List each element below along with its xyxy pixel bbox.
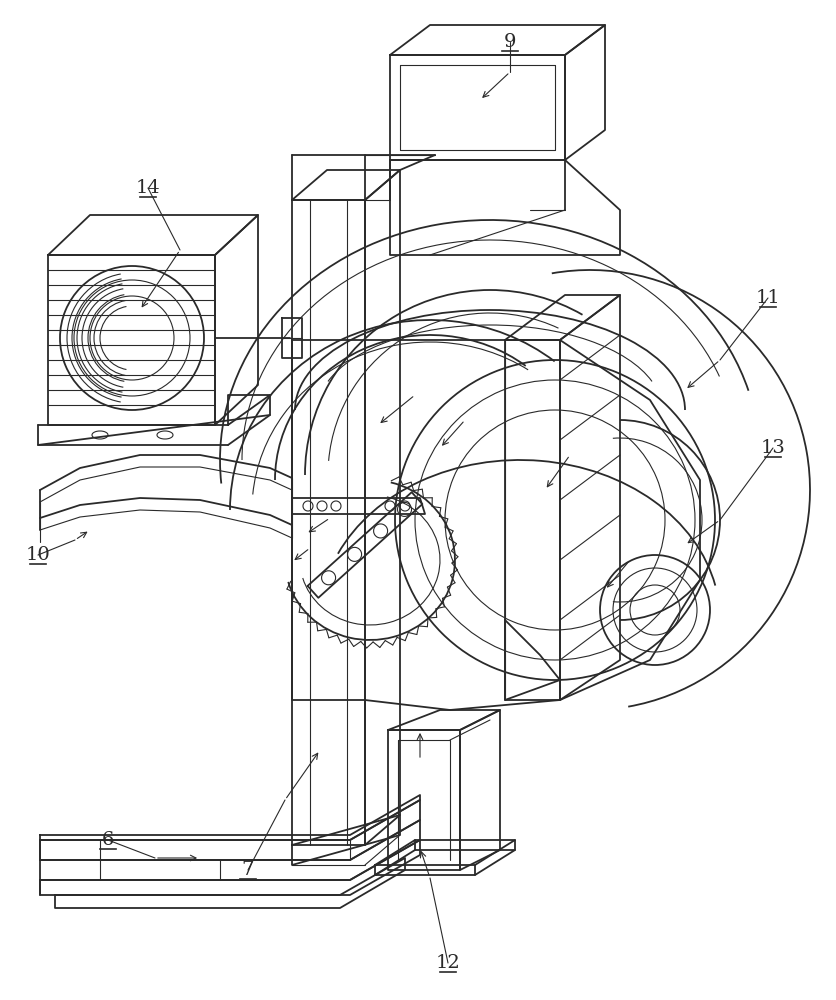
Text: 12: 12 (435, 954, 460, 972)
Text: 7: 7 (242, 861, 254, 879)
Text: 6: 6 (102, 831, 114, 849)
Text: 10: 10 (26, 546, 50, 564)
Text: 11: 11 (755, 289, 779, 307)
Text: 14: 14 (135, 179, 161, 197)
Text: 9: 9 (503, 33, 516, 51)
Text: 13: 13 (760, 439, 784, 457)
